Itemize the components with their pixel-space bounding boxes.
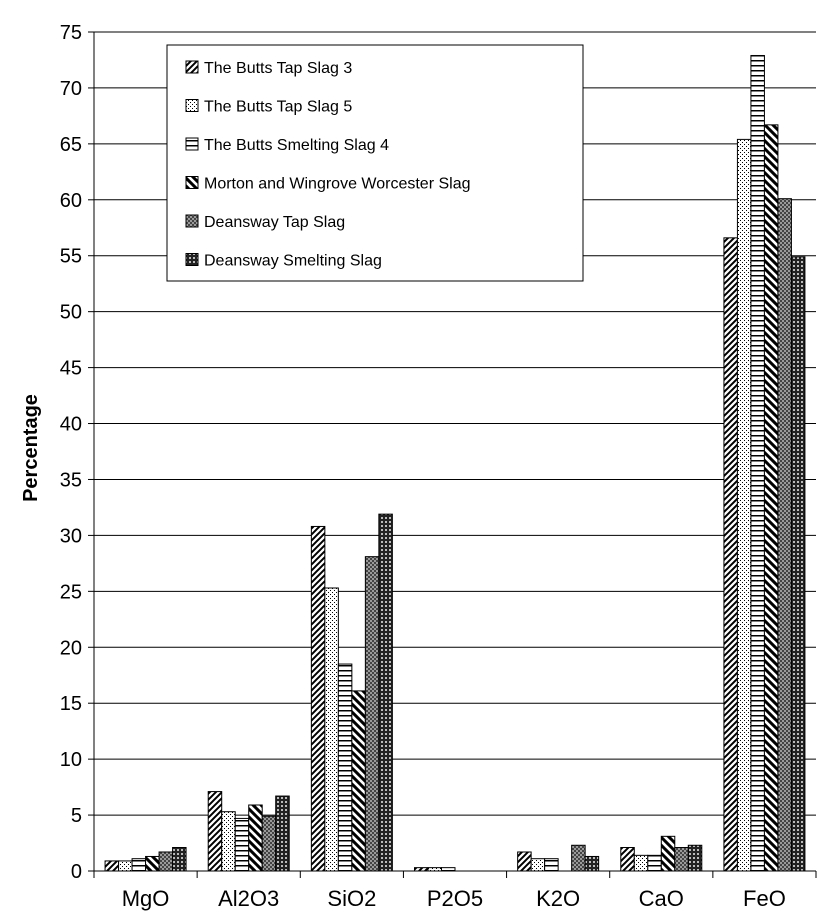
y-tick-label: 25 [60,581,82,603]
x-tick-label: P2O5 [427,886,483,911]
legend-box [166,44,584,282]
x-tick-label: FeO [743,886,786,911]
legend-swatch [185,214,199,228]
bar-CaO-series-4 [660,835,676,872]
y-tick-label: 60 [60,190,82,212]
y-tick-label: 45 [60,358,82,380]
bar-P2O5-series-1 [414,867,429,872]
bar-FeO-series-1 [723,237,738,872]
legend-swatch [185,176,199,189]
bar-MgO-series-6 [172,847,187,872]
bar-CaO-series-2 [633,854,649,872]
legend-label: The Butts Tap Slag 3 [204,60,352,77]
bar-CaO-series-5 [674,847,689,872]
y-tick-label: 50 [60,302,82,324]
bar-CaO-series-3 [647,854,662,872]
bar-MgO-series-5 [158,851,174,872]
bar-SiO2-series-6 [378,513,393,872]
x-tick-label: SiO2 [327,886,376,911]
bar-FeO-series-2 [736,138,752,872]
legend-swatch [185,60,199,74]
x-tick-label: MgO [122,886,170,911]
legend-label: The Butts Tap Slag 5 [204,99,352,116]
y-tick-label: 10 [60,749,82,771]
bar-SiO2-series-2 [324,587,339,872]
y-tick-label: 65 [60,134,82,156]
legend-label: Morton and Wingrove Worcester Slag [204,176,470,193]
y-axis-label: Percentage [20,394,42,502]
bar-K2O-series-1 [517,851,532,872]
y-tick-label: 5 [71,805,82,827]
bar-SiO2-series-5 [364,556,380,872]
legend-swatch [185,99,199,112]
bar-P2O5-series-3 [441,867,456,872]
bar-FeO-series-5 [777,198,792,872]
bar-MgO-series-1 [104,860,120,872]
x-tick-label: Al2O3 [218,886,279,911]
bar-SiO2-series-1 [310,525,326,872]
tick-labels: 0 5 10 15 20 25 30 35 40 45 50 55 60 65 70 75 MgO Al2O3 Si… [60,22,786,911]
y-tick-label: 70 [60,78,82,100]
bars [104,54,806,872]
bar-Al2O3-series-4 [248,804,263,872]
y-tick-label: 30 [60,525,82,547]
y-tick-label: 75 [60,22,82,44]
bar-Al2O3-series-1 [207,791,223,872]
bar-SiO2-series-4 [351,690,366,872]
bar-P2O5-series-2 [427,867,442,872]
y-tick-label: 40 [60,414,82,436]
bar-FeO-series-3 [750,54,765,872]
x-tick-label: CaO [639,886,684,911]
bar-MgO-series-2 [118,860,133,872]
bar-FeO-series-6 [790,256,806,872]
bar-FeO-series-4 [763,124,779,872]
bar-K2O-series-6 [584,855,600,872]
bar-K2O-series-5 [571,844,586,872]
bar-K2O-series-3 [544,858,559,872]
y-tick-label: 55 [60,246,82,268]
legend: The Butts Tap Slag 3 The Butts Tap Slag 5… [166,44,584,282]
bar-MgO-series-4 [145,855,160,872]
y-tick-label: 15 [60,693,82,715]
y-tick-label: 20 [60,637,82,659]
bar-Al2O3-series-3 [234,817,250,872]
bar-Al2O3-series-2 [221,811,236,872]
y-tick-label: 0 [71,861,82,883]
legend-label: Deansway Smelting Slag [204,253,382,270]
legend-swatch [185,137,199,151]
y-tick-label: 35 [60,469,82,491]
legend-swatch [185,253,199,266]
bar-CaO-series-1 [620,847,635,872]
bar-SiO2-series-3 [337,663,353,872]
bar-K2O-series-2 [530,858,546,872]
bar-Al2O3-series-5 [261,815,277,872]
bar-Al2O3-series-6 [275,795,290,872]
legend-label: Deansway Tap Slag [204,214,345,231]
bar-CaO-series-6 [687,844,703,872]
legend-label: The Butts Smelting Slag 4 [204,137,389,154]
x-tick-label: K2O [536,886,580,911]
bar-MgO-series-3 [131,858,147,872]
